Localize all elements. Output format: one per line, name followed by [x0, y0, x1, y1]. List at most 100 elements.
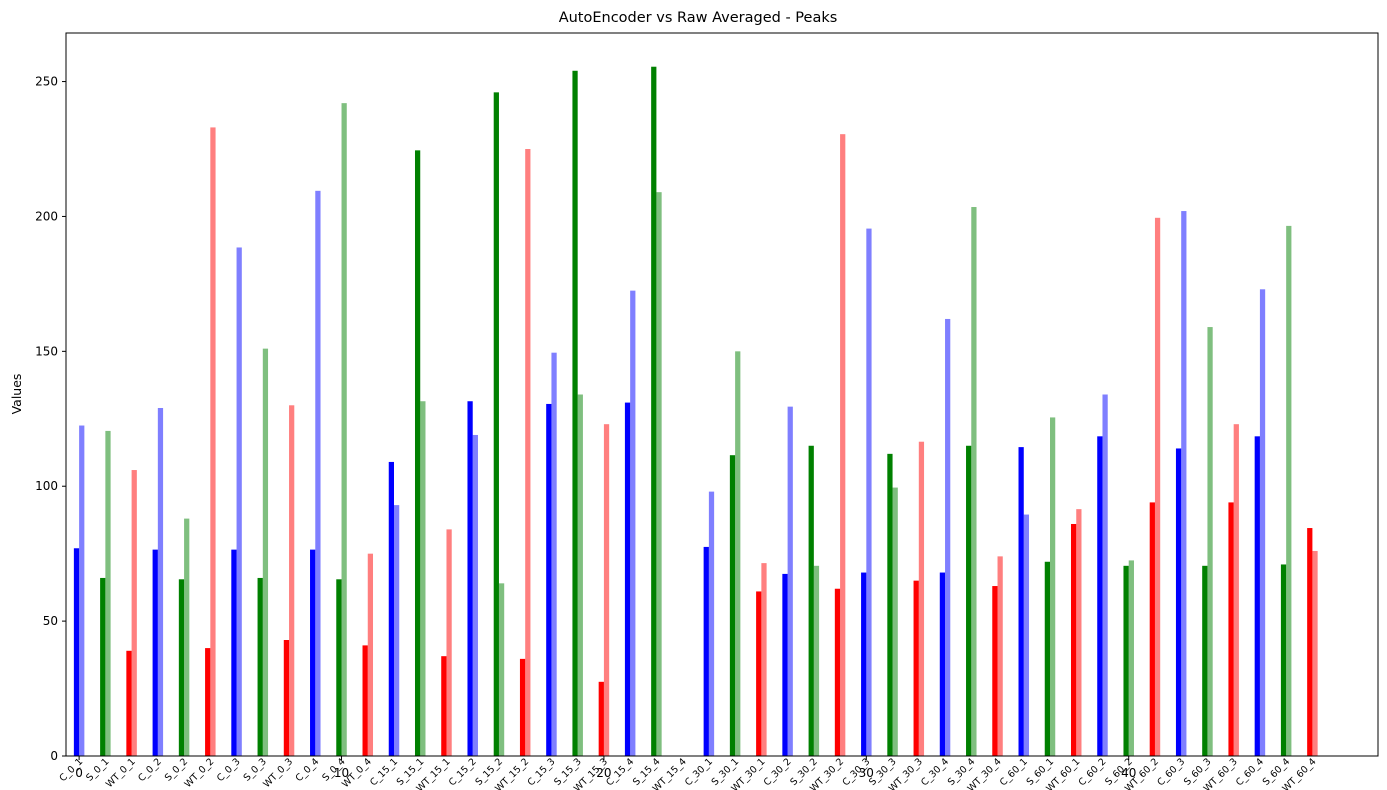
bar-c-30-3-autoencoder: [861, 572, 867, 756]
bar-wt-60-1-autoencoder: [1070, 523, 1077, 756]
x-axis: 0 10 20 30 40: [75, 756, 1136, 780]
bar-s-15-4-autoencoder: [651, 66, 657, 757]
bar-c-60-2-autoencoder: [1097, 436, 1103, 756]
bar-wt-0-2-raw: [210, 127, 216, 757]
bar-s-15-1-raw: [420, 401, 426, 756]
bar-c-0-4-raw: [315, 190, 321, 756]
bar-s-30-3-raw: [892, 487, 898, 756]
bar-c-30-4-autoencoder: [939, 572, 946, 756]
bar-wt-30-2-raw: [840, 134, 846, 757]
bar-c-15-1-raw: [394, 505, 400, 756]
bar-s-15-2-raw: [498, 583, 505, 756]
category-label: C_60_4: [1234, 756, 1266, 788]
y-tick-label: 200: [35, 209, 58, 223]
bar-wt-30-1-autoencoder: [756, 591, 762, 756]
bar-s-60-1-raw: [1050, 417, 1056, 756]
bar-s-15-2-autoencoder: [493, 92, 499, 757]
bar-s-60-3-raw: [1207, 327, 1213, 756]
x-tick-label: 20: [596, 766, 611, 780]
category-label: WT_0_3: [261, 756, 295, 790]
y-tick-label: 0: [50, 749, 58, 763]
bar-c-0-4-autoencoder: [310, 549, 316, 756]
category-label: C_0_2: [136, 756, 164, 784]
y-axis-label: Values: [9, 374, 24, 415]
bar-s-30-2-raw: [813, 565, 820, 756]
bar-s-0-4-autoencoder: [336, 579, 342, 756]
bar-wt-60-2-raw: [1154, 217, 1161, 757]
bar-wt-60-3-raw: [1233, 424, 1239, 756]
category-label: C_15_2: [447, 756, 479, 788]
plot-frame: [65, 32, 1379, 757]
category-label: C_15_3: [526, 756, 558, 788]
bar-s-15-4-raw: [656, 192, 662, 757]
bar-s-60-4-raw: [1286, 225, 1292, 756]
chart-title: AutoEncoder vs Raw Averaged - Peaks: [559, 10, 838, 26]
category-label: C_60_2: [1077, 756, 1109, 788]
bar-s-60-3-autoencoder: [1202, 565, 1208, 756]
bar-s-15-1-autoencoder: [414, 150, 421, 757]
bar-s-60-2-autoencoder: [1123, 565, 1129, 756]
y-tick-label: 50: [43, 614, 58, 628]
bar-wt-60-4-autoencoder: [1307, 528, 1313, 756]
y-tick-label: 250: [35, 75, 58, 89]
bar-wt-15-1-raw: [446, 529, 452, 756]
bar-c-60-1-raw: [1023, 514, 1030, 756]
bar-wt-30-4-autoencoder: [992, 586, 998, 756]
bar-s-60-1-autoencoder: [1044, 561, 1050, 756]
bar-wt-0-4-raw: [367, 553, 374, 756]
bar-c-30-4-raw: [945, 318, 951, 756]
bar-wt-0-3-raw: [289, 405, 295, 756]
bar-c-30-2-autoencoder: [782, 573, 788, 756]
bar-wt-15-3-autoencoder: [598, 681, 604, 756]
bar-wt-0-2-autoencoder: [205, 648, 211, 756]
bar-c-60-1-autoencoder: [1018, 447, 1024, 756]
bar-s-30-4-raw: [971, 207, 977, 756]
bar-wt-30-4-raw: [997, 556, 1003, 756]
bar-s-0-3-autoencoder: [257, 577, 263, 756]
bar-wt-60-2-autoencoder: [1149, 502, 1155, 756]
y-tick-label: 100: [35, 479, 58, 493]
bar-c-30-3-raw: [866, 228, 872, 757]
category-label: C_60_1: [998, 756, 1030, 788]
category-label: C_60_3: [1155, 756, 1187, 788]
bar-c-15-1-autoencoder: [388, 461, 394, 756]
bar-s-0-4-raw: [341, 103, 347, 756]
bar-c-60-3-autoencoder: [1175, 448, 1182, 756]
bar-c-60-3-raw: [1181, 211, 1187, 757]
bar-s-30-4-autoencoder: [966, 445, 972, 756]
bar-c-15-2-raw: [472, 434, 478, 756]
bar-c-15-2-autoencoder: [467, 401, 473, 756]
bar-s-0-3-raw: [262, 348, 269, 756]
bar-wt-60-4-raw: [1312, 550, 1318, 756]
category-label: WT_0_2: [183, 756, 217, 790]
bar-c-0-3-raw: [236, 247, 242, 756]
x-tick-label: 10: [334, 766, 349, 780]
bar-wt-0-4-autoencoder: [362, 645, 368, 756]
bar-s-0-1-autoencoder: [100, 577, 106, 756]
bar-wt-0-1-raw: [131, 470, 137, 756]
bar-s-60-2-raw: [1128, 560, 1134, 756]
bar-wt-30-2-autoencoder: [834, 588, 841, 756]
y-tick-label: 150: [35, 344, 58, 358]
bar-wt-30-3-raw: [918, 441, 925, 756]
bar-c-0-2-raw: [157, 407, 164, 756]
bar-c-0-3-autoencoder: [231, 549, 237, 756]
bar-c-15-4-autoencoder: [624, 402, 631, 756]
bar-s-15-3-raw: [577, 394, 583, 756]
bar-c-15-3-raw: [551, 352, 557, 756]
bar-c-30-1-autoencoder: [703, 546, 709, 756]
bar-s-0-2-raw: [184, 518, 190, 756]
bar-wt-15-2-raw: [525, 149, 531, 756]
bar-c-30-2-raw: [787, 406, 793, 756]
bar-wt-30-3-autoencoder: [913, 580, 919, 756]
bar-s-60-4-autoencoder: [1280, 564, 1287, 756]
category-label: C_15_1: [368, 756, 400, 788]
x-tick-label: 30: [859, 766, 874, 780]
bar-s-0-1-raw: [105, 430, 111, 756]
bar-wt-15-1-autoencoder: [441, 656, 447, 756]
bar-wt-0-3-autoencoder: [283, 640, 290, 756]
bar-c-30-1-raw: [708, 491, 715, 756]
bar-c-0-1-autoencoder: [73, 548, 80, 756]
bar-s-30-1-raw: [735, 351, 741, 756]
